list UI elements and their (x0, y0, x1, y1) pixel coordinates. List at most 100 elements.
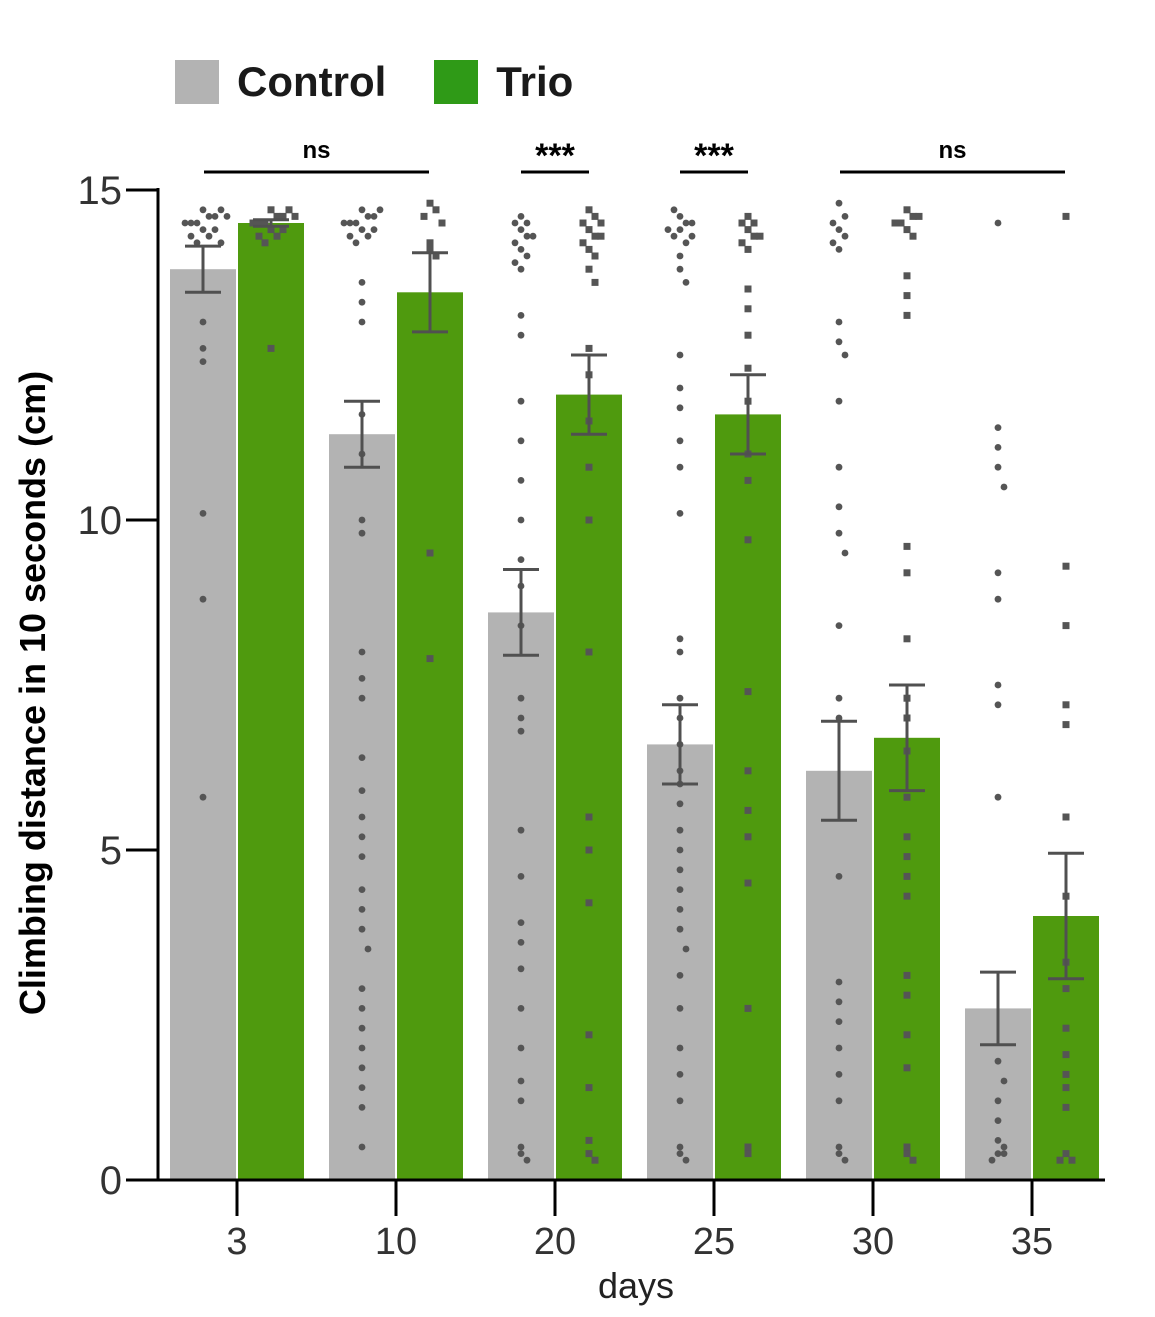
legend-label-trio: Trio (496, 58, 574, 105)
point-control-25-3 (676, 252, 684, 260)
y-tick-label-0: 0 (100, 1159, 122, 1203)
point-trio-3-2 (261, 219, 269, 227)
point-control-10-17 (358, 516, 366, 524)
point-trio-20-0 (585, 206, 593, 214)
point-control-10-1 (364, 213, 372, 220)
point-control-30-19 (835, 978, 843, 986)
point-control-25-20 (676, 694, 684, 702)
point-trio-35-8 (1062, 985, 1070, 993)
point-control-35-6 (994, 595, 1002, 603)
point-control-3-6 (211, 213, 219, 220)
point-control-10-12 (358, 279, 366, 286)
point-control-3-15 (199, 345, 207, 352)
point-control-35-15 (1000, 1143, 1008, 1151)
point-control-25-18 (676, 635, 684, 643)
point-trio-3-13 (267, 344, 275, 352)
point-trio-25-10 (744, 331, 752, 339)
point-control-35-2 (994, 444, 1002, 451)
point-control-25-0 (676, 213, 684, 220)
point-trio-35-14 (1062, 1150, 1070, 1158)
point-control-20-3 (523, 232, 531, 240)
point-control-3-14 (199, 318, 207, 326)
bar-trio-3 (238, 223, 304, 1180)
bar-trio-10 (397, 292, 463, 1180)
point-control-25-17 (676, 510, 684, 517)
point-trio-30-9 (903, 311, 911, 319)
point-trio-30-8 (903, 292, 911, 300)
point-trio-30-5 (915, 212, 923, 220)
point-trio-3-3 (267, 226, 275, 234)
point-control-20-14 (517, 437, 525, 445)
y-tick-label-5: 5 (100, 829, 122, 873)
point-trio-30-17 (903, 833, 911, 841)
point-control-35-5 (994, 569, 1002, 577)
point-control-10-14 (358, 318, 366, 326)
point-trio-25-2 (744, 226, 752, 234)
point-control-3-4 (205, 232, 213, 240)
point-control-20-34 (523, 1156, 531, 1164)
point-control-25-26 (676, 826, 684, 834)
point-control-10-25 (358, 833, 366, 841)
point-trio-20-7 (591, 252, 599, 260)
point-control-35-12 (994, 1097, 1002, 1105)
point-control-10-26 (358, 853, 366, 860)
point-trio-30-22 (903, 991, 911, 999)
point-trio-25-15 (744, 536, 752, 544)
point-control-10-13 (358, 298, 366, 306)
point-control-10-29 (358, 925, 366, 933)
point-trio-10-0 (426, 199, 434, 207)
point-trio-10-7 (426, 549, 434, 557)
point-control-25-11 (664, 226, 672, 234)
point-trio-25-14 (744, 476, 752, 484)
point-trio-25-4 (738, 239, 746, 247)
point-trio-35-2 (1062, 622, 1070, 630)
point-control-3-16 (199, 358, 207, 365)
point-trio-30-26 (903, 1150, 911, 1158)
bar-trio-30 (874, 737, 940, 1180)
point-control-20-20 (517, 694, 525, 702)
point-control-3-5 (193, 239, 201, 247)
point-control-35-17 (1000, 1150, 1008, 1157)
point-trio-25-7 (756, 232, 764, 240)
point-control-3-0 (199, 206, 207, 214)
significance-label-2: *** (694, 137, 734, 175)
point-trio-20-19 (585, 846, 593, 854)
point-control-3-10 (187, 232, 195, 240)
point-control-10-36 (358, 1084, 366, 1091)
point-control-30-12 (835, 503, 843, 511)
point-control-10-22 (358, 754, 366, 761)
point-trio-3-7 (255, 219, 263, 227)
point-trio-3-11 (255, 232, 263, 240)
point-control-20-4 (511, 239, 519, 247)
x-axis-label: days (597, 1265, 675, 1306)
point-control-25-30 (676, 906, 684, 913)
x-tick-label-20: 20 (534, 1221, 576, 1263)
point-control-25-38 (676, 1143, 684, 1151)
point-control-25-36 (676, 1071, 684, 1078)
point-trio-20-24 (585, 1150, 593, 1158)
point-trio-30-25 (903, 1143, 911, 1151)
point-control-25-31 (676, 925, 684, 933)
point-control-3-3 (199, 226, 207, 234)
point-control-10-23 (358, 787, 366, 794)
point-trio-25-23 (744, 1150, 752, 1158)
point-trio-20-3 (585, 226, 593, 234)
point-trio-3-10 (249, 219, 257, 227)
point-control-20-5 (517, 246, 525, 253)
point-control-20-28 (517, 1005, 525, 1012)
y-tick-label-15: 15 (78, 169, 123, 213)
point-trio-20-16 (585, 516, 593, 524)
point-control-20-8 (517, 265, 525, 273)
legend-label-control: Control (237, 58, 387, 105)
point-trio-30-3 (903, 226, 911, 234)
x-tick-label-3: 3 (226, 1221, 247, 1263)
point-control-20-29 (517, 1044, 525, 1052)
bar-trio-20 (556, 394, 622, 1181)
y-tick-label-10: 10 (78, 499, 123, 543)
point-trio-20-17 (585, 648, 593, 656)
bar-control-20 (488, 612, 554, 1180)
point-control-20-2 (517, 226, 525, 234)
point-control-20-26 (517, 939, 525, 946)
bar-control-3 (170, 269, 236, 1180)
